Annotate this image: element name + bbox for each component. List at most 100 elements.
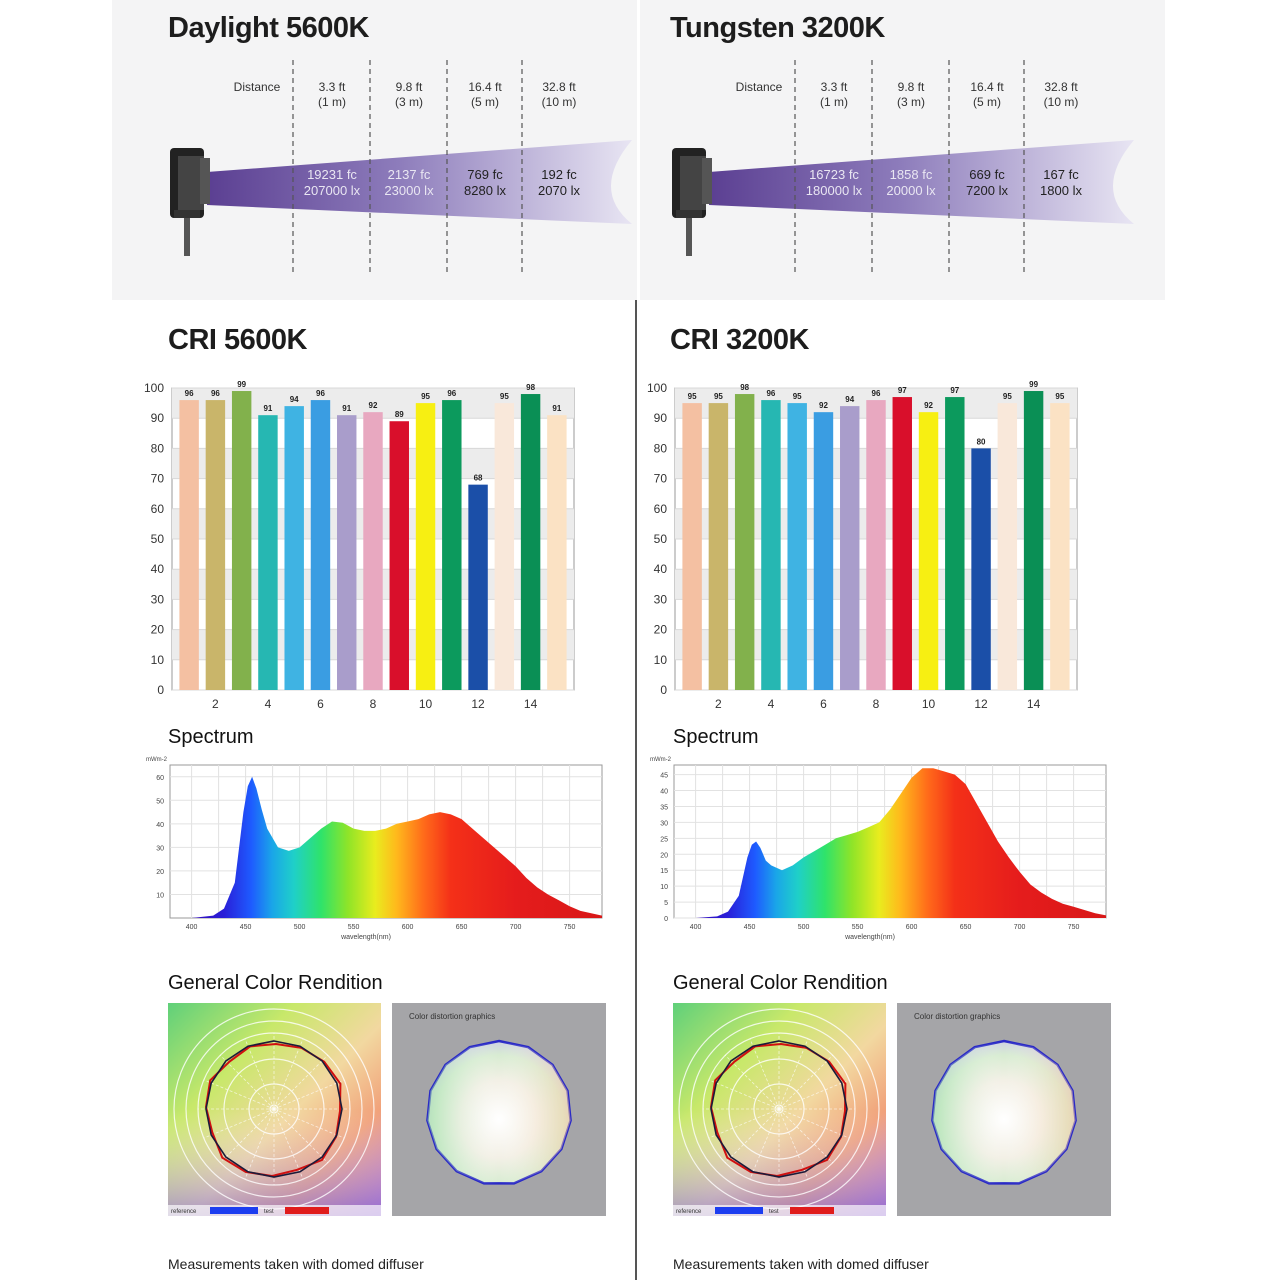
x-tick-label: 400 bbox=[690, 924, 702, 931]
cri-bar bbox=[310, 400, 331, 690]
cri-bar bbox=[813, 412, 834, 690]
illuminance-lx: 207000 lx bbox=[304, 183, 361, 198]
illuminance-fc: 669 fc bbox=[969, 167, 1005, 182]
y-tick-label: 40 bbox=[151, 562, 165, 576]
x-tick-label: 450 bbox=[744, 924, 756, 931]
bar-value-label: 95 bbox=[714, 392, 723, 401]
distortion-title: Color distortion graphics bbox=[409, 1012, 495, 1021]
y-tick-label: 40 bbox=[654, 562, 668, 576]
reference-polygon bbox=[205, 1040, 343, 1178]
bar-value-label: 95 bbox=[1055, 392, 1064, 401]
x-tick-label: 8 bbox=[370, 697, 377, 711]
right-panel: Tungsten 3200K Distance 3.3 ft (1 m) 16723 … bbox=[640, 0, 1165, 1280]
illuminance-fc: 19231 fc bbox=[307, 167, 357, 182]
rendition-spoke bbox=[244, 1108, 275, 1180]
distance-ft: 32.8 ft bbox=[1044, 80, 1078, 94]
y-tick-label: 45 bbox=[660, 773, 668, 780]
y-tick-label: 5 bbox=[664, 900, 668, 907]
x-tick-label: 700 bbox=[1014, 924, 1026, 931]
x-axis-label: wavelength(nm) bbox=[844, 934, 895, 941]
cri-bar bbox=[363, 412, 383, 690]
y-tick-label: 50 bbox=[654, 532, 668, 546]
x-tick-label: 8 bbox=[873, 697, 880, 711]
x-tick-label: 14 bbox=[1027, 697, 1041, 711]
y-tick-label: 80 bbox=[151, 441, 165, 455]
distance-ft: 3.3 ft bbox=[821, 80, 848, 94]
y-tick-label: 15 bbox=[660, 868, 668, 875]
cri-bar bbox=[971, 448, 991, 690]
x-tick-label: 12 bbox=[471, 697, 485, 711]
cri-bar bbox=[945, 397, 965, 690]
y-tick-label: 10 bbox=[654, 653, 668, 667]
x-tick-label: 500 bbox=[798, 924, 810, 931]
bar-value-label: 89 bbox=[395, 410, 404, 419]
legend-reference-label: reference bbox=[171, 1209, 197, 1215]
y-tick-label: 50 bbox=[156, 798, 164, 805]
y-tick-label: 100 bbox=[647, 381, 667, 395]
bar-value-label: 99 bbox=[1029, 380, 1038, 389]
bar-value-label: 96 bbox=[872, 389, 881, 398]
legend-reference-swatch bbox=[210, 1207, 258, 1214]
fixture-icon bbox=[170, 148, 210, 256]
cri-bar bbox=[761, 400, 781, 690]
light-beam bbox=[207, 140, 632, 224]
bar-value-label: 80 bbox=[977, 437, 986, 446]
y-tick-label: 30 bbox=[151, 592, 165, 606]
beam bbox=[709, 140, 1134, 224]
x-axis-label: wavelength(nm) bbox=[340, 934, 391, 941]
color-vector-graphic: reference test bbox=[673, 1003, 886, 1216]
bar-value-label: 92 bbox=[819, 401, 828, 410]
bar-value-label: 68 bbox=[474, 474, 483, 483]
cri-chart: 0 10 20 30 40 50 60 70 80 90 100 95 95 98 96 95 92 94 96 97… bbox=[647, 380, 1078, 711]
distance-ft: 16.4 ft bbox=[468, 80, 502, 94]
light-beam bbox=[709, 140, 1134, 224]
distance-m: (1 m) bbox=[820, 95, 848, 109]
cri-bar bbox=[520, 394, 541, 690]
bar-value-label: 91 bbox=[263, 404, 272, 413]
rendition-graphics: reference test Color distortion graphics bbox=[168, 1003, 606, 1216]
bar-value-label: 95 bbox=[421, 392, 430, 401]
y-tick-label: 60 bbox=[654, 502, 668, 516]
distance-label: Distance bbox=[234, 80, 281, 94]
x-tick-label: 12 bbox=[974, 697, 988, 711]
distance-m: (1 m) bbox=[318, 95, 346, 109]
y-tick-label: 20 bbox=[151, 623, 165, 637]
bar-value-label: 94 bbox=[845, 395, 854, 404]
bar-value-label: 97 bbox=[898, 386, 907, 395]
cri-bar bbox=[547, 415, 567, 690]
x-tick-label: 10 bbox=[419, 697, 433, 711]
illuminance-fc: 16723 fc bbox=[809, 167, 859, 182]
fixture-icon bbox=[672, 148, 712, 256]
x-tick-label: 450 bbox=[240, 924, 252, 931]
bar-value-label: 99 bbox=[237, 380, 246, 389]
bar-value-label: 96 bbox=[447, 389, 456, 398]
distance-m: (10 m) bbox=[1044, 95, 1079, 109]
x-tick-label: 550 bbox=[348, 924, 360, 931]
cri-bar bbox=[468, 484, 488, 690]
bar-value-label: 96 bbox=[211, 389, 220, 398]
cri-bar bbox=[682, 403, 702, 690]
left-panel: Daylight 5600K Distance 3.3 ft (1 m) 19231 … bbox=[112, 0, 637, 1280]
cri-bar bbox=[258, 415, 278, 690]
cri-bar bbox=[787, 403, 807, 690]
panel-divider bbox=[635, 0, 637, 1280]
spectrum-chart: 0 5 10 15 20 25 30 35 40 45 400 450 500 550 600 650 700 7… bbox=[650, 757, 1107, 941]
y-tick-label: 50 bbox=[151, 532, 165, 546]
y-axis-label: mWm-2 bbox=[650, 757, 672, 763]
reference-polygon bbox=[710, 1040, 848, 1178]
x-tick-label: 4 bbox=[265, 697, 272, 711]
spectrum-area bbox=[170, 776, 602, 918]
x-tick-label: 700 bbox=[510, 924, 522, 931]
y-tick-label: 35 bbox=[660, 804, 668, 811]
rendition-graphics: reference test Color distortion graphics bbox=[673, 1003, 1111, 1216]
cri-bar bbox=[442, 400, 462, 690]
spectrum-title: Spectrum bbox=[168, 726, 254, 748]
bar-value-label: 95 bbox=[688, 392, 697, 401]
cri-bar bbox=[415, 403, 436, 690]
x-tick-label: 750 bbox=[1068, 924, 1080, 931]
x-tick-label: 650 bbox=[456, 924, 468, 931]
cri-bar bbox=[337, 415, 357, 690]
distance-m: (10 m) bbox=[542, 95, 577, 109]
x-tick-label: 2 bbox=[212, 697, 219, 711]
